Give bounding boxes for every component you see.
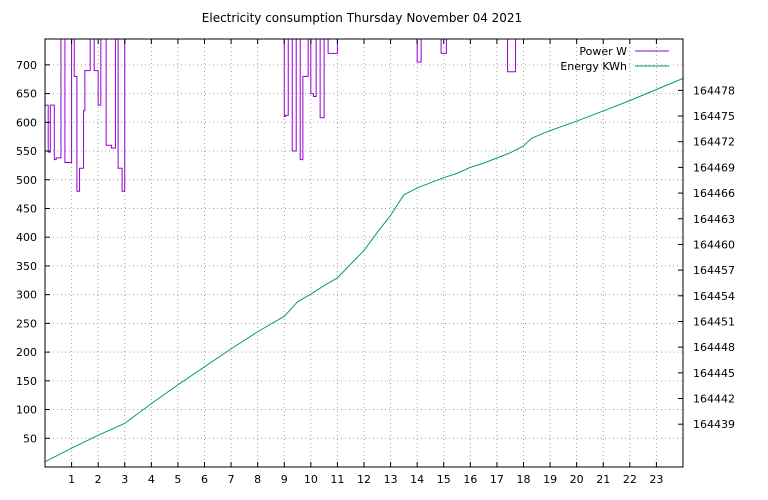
y-tick-label: 650 xyxy=(16,88,37,101)
x-tick-label: 5 xyxy=(174,473,181,486)
series-layer xyxy=(44,38,684,463)
x-tick-label: 18 xyxy=(517,473,531,486)
x-tick-label: 19 xyxy=(543,473,557,486)
energy-kwh-line xyxy=(44,77,684,463)
legend-label: Power W xyxy=(579,45,627,58)
x-tick-label: 1 xyxy=(68,473,75,486)
y-tick-label: 400 xyxy=(16,231,37,244)
x-tick-label: 12 xyxy=(357,473,371,486)
x-tick-label: 14 xyxy=(410,473,424,486)
y-tick-label: 300 xyxy=(16,289,37,302)
y2-tick-label: 164463 xyxy=(693,213,735,226)
x-tick-label: 11 xyxy=(330,473,344,486)
x-tick-label: 21 xyxy=(596,473,610,486)
x-tick-label: 23 xyxy=(649,473,663,486)
y-tick-label: 150 xyxy=(16,375,37,388)
y2-tick-label: 164445 xyxy=(693,367,735,380)
y2-tick-label: 164475 xyxy=(693,110,735,123)
x-tick-label: 10 xyxy=(304,473,318,486)
legend: Power W Energy KWh xyxy=(560,45,669,73)
y2-tick-label: 164454 xyxy=(693,290,735,303)
x-tick-label: 17 xyxy=(490,473,504,486)
grid-layer xyxy=(45,39,683,467)
y-tick-label: 100 xyxy=(16,404,37,417)
x-tick-label: 13 xyxy=(384,473,398,486)
y-tick-label: 600 xyxy=(16,116,37,129)
y-tick-label: 700 xyxy=(16,59,37,72)
y2-tick-label: 164460 xyxy=(693,238,735,251)
x-tick-label: 15 xyxy=(437,473,451,486)
power-w-line xyxy=(45,38,572,192)
x-tick-label: 22 xyxy=(623,473,637,486)
y-tick-label: 550 xyxy=(16,145,37,158)
tick-layer: 1 2 3 4 5 6 7 8 9 10 11 12 13 14 15 16 17 18 19 20 21 22 23501… xyxy=(16,39,735,486)
y-tick-label: 50 xyxy=(23,432,37,445)
x-tick-label: 2 xyxy=(95,473,102,486)
y2-tick-label: 164439 xyxy=(693,418,735,431)
y2-tick-label: 164448 xyxy=(693,341,735,354)
x-tick-label: 20 xyxy=(570,473,584,486)
y2-tick-label: 164457 xyxy=(693,264,735,277)
x-tick-label: 6 xyxy=(201,473,208,486)
y2-tick-label: 164466 xyxy=(693,187,735,200)
x-tick-label: 16 xyxy=(463,473,477,486)
y-tick-label: 250 xyxy=(16,317,37,330)
y-tick-label: 350 xyxy=(16,260,37,273)
y-tick-label: 200 xyxy=(16,346,37,359)
x-tick-label: 3 xyxy=(121,473,128,486)
y2-tick-label: 164472 xyxy=(693,136,735,149)
legend-label: Energy KWh xyxy=(560,60,627,73)
y2-tick-label: 164469 xyxy=(693,161,735,174)
y2-tick-label: 164442 xyxy=(693,393,735,406)
x-tick-label: 9 xyxy=(281,473,288,486)
x-tick-label: 7 xyxy=(228,473,235,486)
y2-tick-label: 164451 xyxy=(693,315,735,328)
chart-title: Electricity consumption Thursday Novembe… xyxy=(202,11,522,25)
y2-tick-label: 164478 xyxy=(693,84,735,97)
y-tick-label: 500 xyxy=(16,174,37,187)
x-tick-label: 8 xyxy=(254,473,261,486)
x-tick-label: 4 xyxy=(148,473,155,486)
y-tick-label: 450 xyxy=(16,202,37,215)
